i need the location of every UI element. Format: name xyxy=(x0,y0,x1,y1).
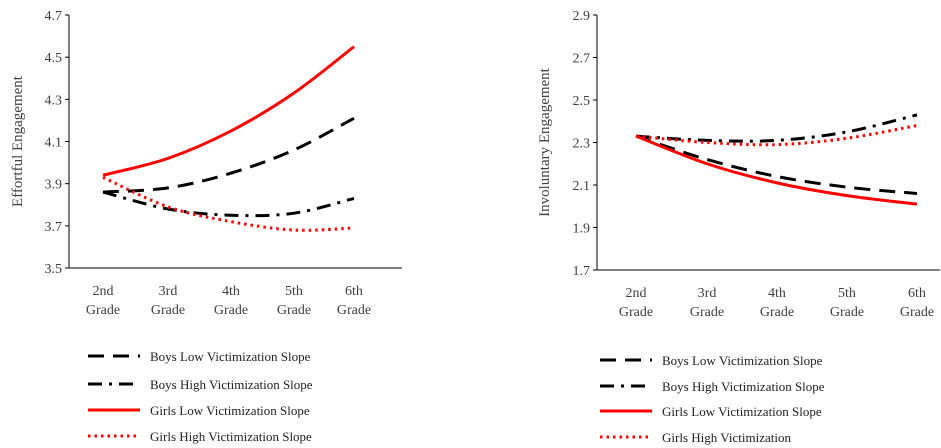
series-line-4 xyxy=(635,124,918,147)
y-tick-label: 2.1 xyxy=(573,179,591,194)
x-tick-label: 6th Grade xyxy=(337,284,371,318)
series-line-1 xyxy=(635,134,918,195)
y-tick-label: 2.3 xyxy=(573,137,591,152)
legend-label-2: Boys High Victimization Slope xyxy=(662,379,825,394)
legend-label-2: Boys High Victimization Slope xyxy=(150,377,313,392)
legend-label-3: Girls Low Victimization Slope xyxy=(662,404,822,419)
y-tick-label: 3.5 xyxy=(45,262,63,277)
legend-label-4: Girls High Victimization Slope xyxy=(150,429,312,444)
x-tick-label: 3rd Grade xyxy=(151,284,185,318)
y-tick-label: 4.1 xyxy=(45,136,63,151)
x-tick-label: 3rd Grade xyxy=(690,286,724,320)
y-axis-label: Involuntary Engagement xyxy=(537,67,553,217)
chart-2: 1.7 1.9 2.1 2.3 2.5 2.7 2.9 Involuntary Engagem… xyxy=(537,9,940,445)
legend-label-3: Girls Low Victimization Slope xyxy=(150,403,310,418)
legend-label-4: Girls High Victimization xyxy=(662,430,791,445)
y-tick-label: 3.7 xyxy=(45,220,63,235)
x-tick-label: 4th Grade xyxy=(214,284,248,318)
x-tick-label: 4th Grade xyxy=(760,286,794,320)
x-tick-label: 2nd Grade xyxy=(86,284,120,318)
series-line-2 xyxy=(635,113,918,143)
y-tick-label: 2.9 xyxy=(573,9,591,24)
y-tick-label: 4.3 xyxy=(45,93,63,108)
x-tick-label: 5th Grade xyxy=(277,284,311,318)
y-tick-label: 4.7 xyxy=(45,9,63,24)
y-tick-label: 4.5 xyxy=(45,51,63,66)
x-tick-label: 5th Grade xyxy=(830,286,864,320)
x-tick-label: 2nd Grade xyxy=(619,286,653,320)
x-tick-label: 6th Grade xyxy=(900,286,934,320)
series-line-3 xyxy=(102,45,355,177)
y-tick-label: 1.9 xyxy=(573,222,591,237)
y-axis-label: Effortful Engagement xyxy=(10,75,26,207)
y-tick-label: 3.9 xyxy=(45,178,63,193)
legend-label-1: Boys Low Victimization Slope xyxy=(662,353,823,368)
chart-1: 3.5 3.7 3.9 4.1 4.3 4.5 4.7 Effortful Engagemen… xyxy=(10,9,402,444)
series-line-4 xyxy=(102,175,355,232)
y-tick-label: 2.5 xyxy=(573,94,591,109)
series-line-1 xyxy=(102,116,355,194)
y-tick-label: 1.7 xyxy=(573,264,591,279)
series-line-2 xyxy=(102,190,355,218)
legend-label-1: Boys Low Victimization Slope xyxy=(150,349,311,364)
y-tick-label: 2.7 xyxy=(573,52,591,67)
series-line-3 xyxy=(635,134,918,206)
